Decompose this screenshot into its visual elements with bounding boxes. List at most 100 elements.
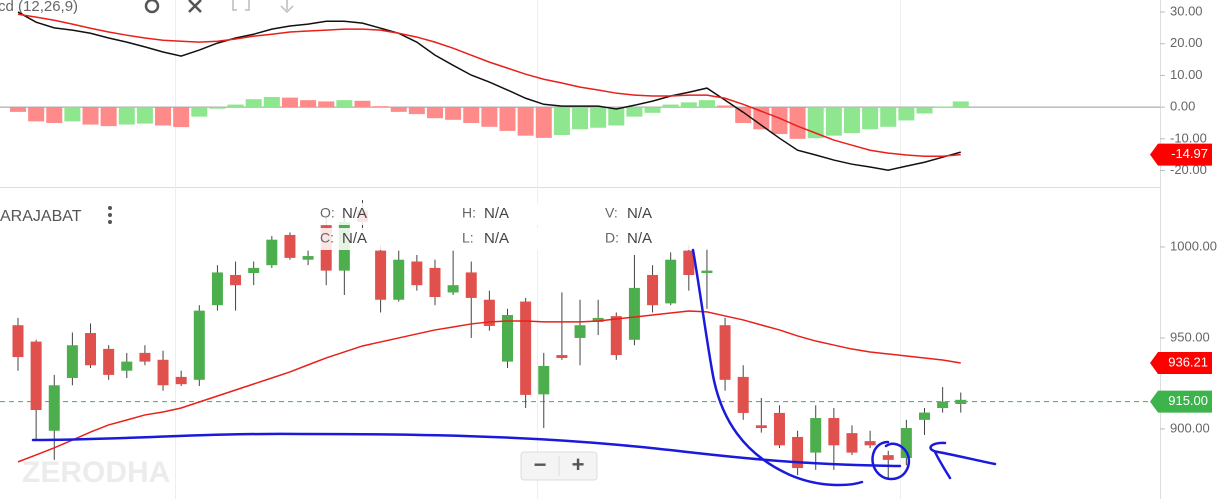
candle-body — [719, 325, 731, 380]
candle-body — [447, 285, 459, 293]
legend-key: L: — [462, 230, 474, 246]
histogram-bar — [300, 100, 317, 108]
histogram-bar — [136, 107, 153, 124]
menu-dots[interactable] — [108, 206, 112, 224]
histogram-bar — [771, 107, 788, 135]
candle-body — [483, 299, 495, 326]
histogram-bar — [825, 107, 842, 136]
legend-bg — [458, 203, 598, 225]
signal-line — [17, 13, 961, 158]
candle-body — [955, 399, 967, 405]
candle-body — [792, 436, 804, 469]
histogram-bar — [717, 105, 734, 108]
histogram-bar — [209, 107, 226, 109]
histogram-bar — [336, 100, 353, 108]
last-price-label-box — [1150, 390, 1212, 413]
candle-body — [157, 359, 169, 386]
macd-line — [17, 11, 961, 171]
candle-body — [556, 355, 568, 358]
zoom-out-button[interactable]: − — [534, 452, 547, 477]
legend-key: V: — [605, 205, 618, 221]
histogram-bar — [553, 107, 570, 136]
ma-value-label-box — [1150, 352, 1212, 375]
candle-body — [810, 418, 822, 453]
histogram-bar — [535, 107, 552, 138]
download-icon[interactable] — [280, 0, 294, 14]
candle-body — [900, 428, 912, 459]
annotation-support-line — [31, 432, 902, 468]
legend-bg — [316, 228, 456, 250]
candle-body — [665, 259, 677, 304]
candle-body — [211, 272, 223, 306]
y-tick-label: 1000.00 — [1170, 238, 1217, 253]
legend-key: H: — [462, 205, 476, 221]
settings-icon[interactable] — [144, 0, 160, 14]
histogram-bar — [662, 104, 679, 108]
histogram-bar — [680, 102, 697, 108]
candle-body — [284, 234, 296, 258]
candle-body — [502, 315, 514, 362]
y-tick-label: 900.00 — [1170, 420, 1210, 435]
candle-body — [520, 301, 532, 395]
close-icon[interactable] — [188, 0, 202, 13]
legend-bg — [601, 203, 741, 225]
legend-bg — [316, 203, 456, 225]
histogram-bar — [698, 100, 715, 108]
histogram-bar — [499, 107, 516, 131]
histogram-bar — [481, 107, 498, 127]
histogram-bar — [862, 107, 879, 130]
moving-average-line — [17, 310, 961, 463]
candle-body — [737, 376, 749, 413]
legend-key: C: — [320, 230, 334, 246]
histogram-bar — [626, 107, 643, 117]
candle-body — [828, 418, 840, 446]
histogram-bar — [82, 107, 99, 125]
histogram-bar — [354, 100, 371, 108]
histogram-bar — [807, 107, 824, 139]
watermark: ZERODHA — [22, 456, 170, 489]
histogram-bar — [463, 107, 480, 123]
histogram-bar — [735, 107, 752, 123]
ma-value-label: 936.21 — [1168, 354, 1208, 369]
legend-value: N/A — [484, 205, 509, 222]
candle-body — [755, 425, 767, 429]
histogram-bar — [318, 101, 335, 108]
candle-body — [411, 261, 423, 286]
candle-body — [193, 310, 205, 380]
histogram-bar — [898, 107, 915, 121]
legend-value: N/A — [627, 205, 652, 222]
candle-body — [937, 401, 949, 409]
candle-body — [302, 256, 314, 260]
histogram-bar — [390, 107, 407, 112]
annotation — [31, 248, 997, 487]
maximize-icon[interactable] — [232, 0, 250, 11]
histogram-bar — [934, 106, 951, 108]
candle-body — [864, 441, 876, 446]
indicator-title: cd (12,26,9) — [0, 0, 78, 15]
candle-body — [574, 325, 586, 338]
histogram-bar — [173, 107, 190, 128]
candle-body — [683, 250, 695, 275]
histogram-bar — [191, 107, 208, 117]
toolbar — [144, 0, 294, 14]
candle-body — [66, 345, 78, 378]
candle-body — [175, 376, 187, 385]
histogram-bar — [281, 97, 298, 108]
legend-bg — [601, 228, 741, 250]
histogram-bar — [843, 107, 860, 134]
legend-value: N/A — [342, 205, 367, 222]
candle-body — [882, 455, 894, 460]
histogram-bar — [445, 107, 462, 120]
zoom-in-button[interactable]: + — [572, 452, 585, 477]
signal-value-label: -14.97 — [1171, 146, 1208, 161]
histogram-bar — [227, 104, 244, 108]
y-tick-label: 20.00 — [1170, 35, 1203, 50]
histogram-bar — [517, 107, 534, 136]
legend-value: N/A — [342, 230, 367, 247]
histogram-bar — [245, 99, 262, 108]
y-tick-label: -20.00 — [1170, 162, 1207, 177]
candle-body — [393, 259, 405, 300]
histogram-bar — [608, 107, 625, 126]
candle-body — [628, 287, 640, 340]
